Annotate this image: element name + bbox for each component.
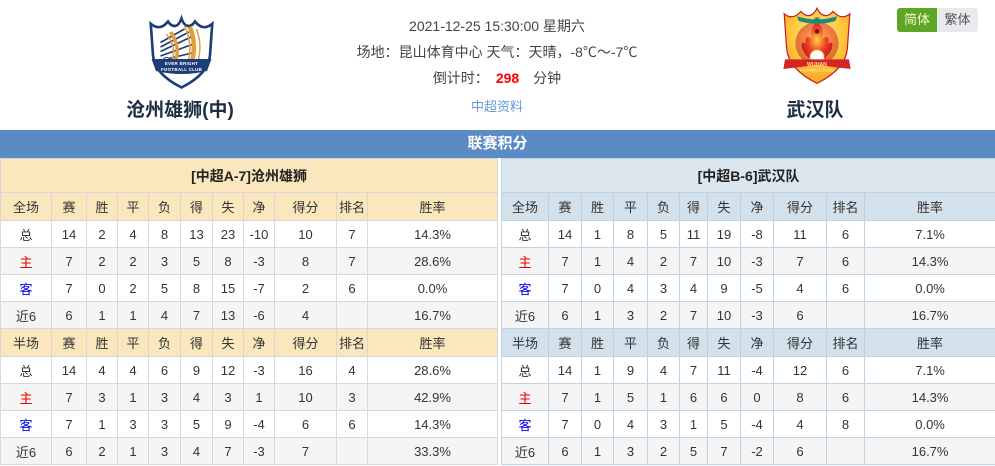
svg-text:EVER BRIGHT: EVER BRIGHT <box>165 61 198 66</box>
svg-text:FOOTBALL CLUB: FOOTBALL CLUB <box>161 67 203 72</box>
svg-text:W: W <box>814 17 820 23</box>
svg-text:FOOTBALL CLUB: FOOTBALL CLUB <box>800 67 834 72</box>
